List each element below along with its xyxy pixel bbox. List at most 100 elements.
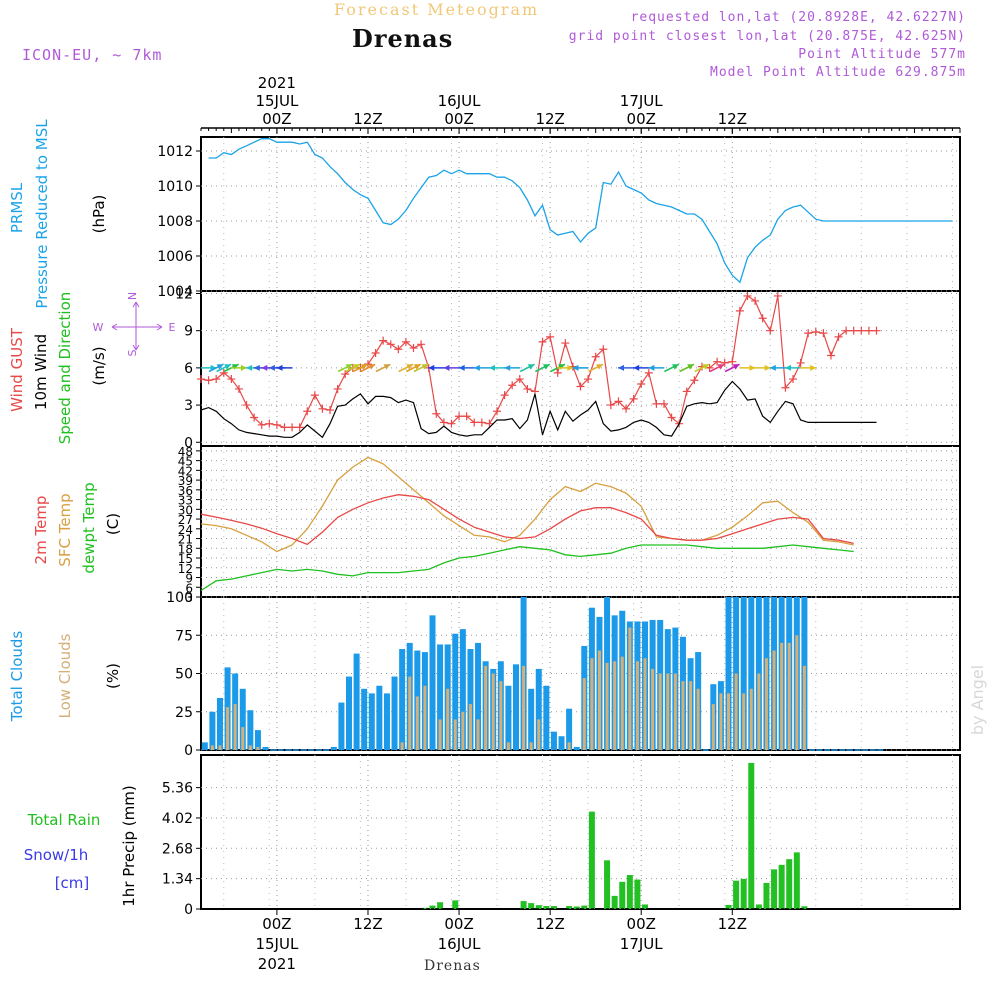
gust-marker	[455, 412, 464, 421]
gust-marker	[849, 326, 858, 335]
low-cloud-bar	[802, 665, 806, 750]
wind-arrow-head	[567, 364, 574, 371]
total-cloud-bar	[361, 688, 368, 750]
sfc-temp-label: SFC Temp	[56, 493, 74, 566]
gust-marker	[637, 380, 646, 388]
rain-bar	[755, 904, 762, 909]
time-label-top: 17JUL	[620, 92, 663, 110]
pressure-label-long: Pressure Reduced to MSL	[33, 119, 51, 309]
rain-bar	[786, 859, 793, 909]
y-tick-label: 12	[175, 286, 193, 302]
y-tick-label: 0	[184, 902, 193, 918]
rain-bar	[588, 811, 595, 909]
gust-marker	[212, 375, 221, 384]
low-cloud-bar	[795, 635, 799, 750]
total-cloud-bar	[429, 615, 436, 750]
low-cloud-bar	[400, 742, 404, 750]
gust-marker	[553, 368, 562, 377]
gust-line	[200, 295, 877, 428]
gust-marker	[508, 381, 517, 390]
wind-arrow-head	[216, 364, 224, 370]
pressure-units: (hPa)	[90, 195, 108, 234]
total-cloud-bar	[566, 708, 573, 750]
low-cloud-bar	[749, 688, 753, 750]
low-cloud-bar	[415, 696, 419, 750]
y-tick-label: 100	[166, 590, 193, 606]
time-label-top: 00Z	[444, 110, 473, 128]
total-cloud-bar	[254, 730, 261, 750]
gust-marker	[644, 368, 653, 377]
gust-marker	[485, 419, 494, 428]
y-tick-label: 45	[178, 455, 193, 469]
low-cloud-bar	[780, 642, 784, 750]
y-tick-label: 1008	[157, 214, 193, 230]
y-tick-label: 1.34	[162, 872, 193, 888]
y-tick-label: 9	[184, 324, 193, 340]
gust-marker	[242, 401, 251, 410]
wind-arrow-head	[345, 364, 353, 370]
wind-arrow-head	[572, 364, 579, 371]
low-cloud-bar	[218, 745, 222, 750]
y-tick-label: 36	[178, 484, 193, 498]
y-tick-label: 12	[178, 562, 193, 576]
clouds-units: (%)	[104, 663, 122, 689]
total-cloud-bar	[452, 633, 459, 750]
rain-bar	[528, 903, 535, 909]
time-label-bottom: 12Z	[535, 915, 564, 933]
y-tick-label: 1010	[157, 179, 193, 195]
gust-marker	[250, 413, 259, 422]
time-label-top: 00Z	[262, 110, 291, 128]
t2m-label: 2m Temp	[32, 496, 50, 565]
low-cloud-bar	[453, 719, 457, 750]
time-label-top: 15JUL	[255, 92, 298, 110]
gust-marker	[857, 326, 866, 335]
low-cloud-bar	[438, 719, 442, 750]
total-rain-label: Total Rain	[27, 811, 101, 829]
wind-arrow-head	[764, 364, 771, 371]
y-tick-label: 75	[175, 628, 193, 644]
low-cloud-bar	[484, 665, 488, 750]
y-tick-label: 3	[184, 398, 193, 414]
low-cloud-bar	[491, 673, 495, 750]
gust-marker	[705, 363, 714, 372]
y-tick-label: 3	[185, 591, 193, 605]
wind-arrow-head	[231, 364, 239, 370]
gust-marker	[371, 349, 380, 357]
total-cloud-bar	[353, 653, 360, 750]
rain-bar	[573, 906, 580, 909]
gust-marker	[280, 423, 289, 432]
y-tick-label: 4.02	[162, 811, 193, 827]
gust-marker	[720, 358, 729, 367]
total-cloud-bar	[209, 711, 216, 750]
total-cloud-bar	[376, 685, 383, 750]
low-cloud-bar	[522, 665, 526, 750]
y-tick-label: 15	[178, 552, 193, 566]
rain-bar	[801, 906, 808, 909]
wind-arrow-head	[246, 364, 253, 371]
gust-marker	[758, 314, 767, 323]
low-cloud-bar	[757, 673, 761, 750]
low-cloud-bar	[764, 658, 768, 750]
total-cloud-bar	[399, 649, 406, 750]
y-tick-label: 27	[178, 513, 193, 527]
low-cloud-bar	[727, 693, 731, 750]
wind-arrow-head	[702, 364, 710, 370]
gust-marker	[318, 404, 327, 413]
rain-bar	[725, 904, 732, 909]
gust-marker	[728, 357, 737, 366]
low-clouds-label: Low Clouds	[56, 633, 74, 718]
gust-marker	[713, 357, 722, 366]
y-tick-label: 48	[178, 445, 193, 459]
gust-marker	[265, 419, 274, 428]
low-cloud-bar	[256, 746, 260, 750]
gust-marker	[546, 332, 555, 341]
gust-marker	[804, 329, 813, 338]
wind-direction-label: Speed and Direction	[56, 292, 74, 445]
y-tick-label: 30	[178, 503, 193, 517]
point-altitude: Point Altitude 577m	[798, 47, 966, 62]
low-cloud-bar	[499, 681, 503, 750]
gust-marker	[257, 420, 266, 429]
total-cloud-bar	[475, 642, 482, 750]
low-cloud-bar	[567, 742, 571, 750]
time-label-bottom: 12Z	[353, 915, 382, 933]
